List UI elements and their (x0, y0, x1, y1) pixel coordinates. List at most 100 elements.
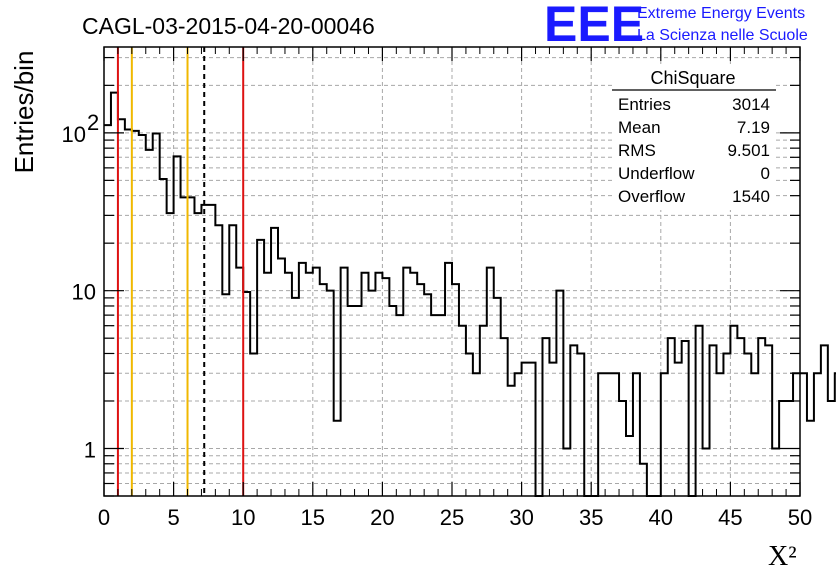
y-tick-label: 10 (62, 122, 86, 147)
reference-lines (116, 47, 245, 496)
histogram-bin (111, 93, 118, 496)
histogram-bin (542, 338, 549, 496)
stats-row-label: Entries (618, 95, 671, 114)
histogram-bin (549, 363, 556, 496)
histogram-bin (285, 273, 292, 496)
y-tick-label: 1 (84, 437, 96, 462)
histogram-bin (480, 326, 487, 496)
stats-row-label: Underflow (618, 164, 695, 183)
histogram-bin (348, 306, 355, 496)
histogram-bin (431, 315, 438, 496)
histogram-bin (194, 213, 201, 496)
histogram-bin (299, 263, 306, 496)
stats-row-value: 3014 (732, 95, 770, 114)
histogram-bin (696, 326, 703, 496)
stats-row-value: 1540 (732, 187, 770, 206)
histogram-bin (445, 263, 452, 496)
histogram-bin (466, 353, 473, 496)
x-tick-label: 5 (167, 505, 179, 530)
y-axis-label: Entries/bin (9, 51, 39, 174)
histogram-bin (215, 225, 222, 496)
stats-row-label: Mean (618, 118, 661, 137)
histogram-bin (737, 338, 744, 496)
histogram-bin (633, 373, 640, 496)
histogram-bin (661, 373, 668, 496)
histogram-outline (104, 91, 836, 497)
histogram-bin (619, 401, 626, 496)
histogram-bin (132, 131, 139, 496)
histogram-bin (723, 353, 730, 496)
x-tick-label: 10 (231, 505, 255, 530)
x-tick-label: 25 (440, 505, 464, 530)
histogram-bin (208, 205, 215, 496)
histogram-bin (417, 284, 424, 496)
histogram-bin (703, 448, 710, 496)
histogram-bin (751, 373, 758, 496)
histogram-bin (438, 315, 445, 496)
histogram-bin (271, 228, 278, 496)
histogram-bin (334, 421, 341, 496)
histogram-bin (146, 150, 153, 496)
plot-frame (103, 46, 801, 497)
y-tick-exponent: 2 (87, 110, 99, 135)
logo-mark: EEE (544, 0, 644, 52)
histogram-bin (577, 353, 584, 496)
histogram-bin (522, 363, 529, 496)
eee-logo: EEE Extreme Energy Events La Scienza nel… (544, 0, 808, 52)
histogram-bin (396, 315, 403, 496)
histogram-bin (264, 273, 271, 496)
stats-row-value: 0 (761, 164, 770, 183)
histogram-bin (362, 273, 369, 496)
histogram-bin (501, 338, 508, 496)
histogram-bin (403, 268, 410, 496)
histogram-bin (730, 326, 737, 496)
histogram-bin (424, 294, 431, 496)
x-tick-label: 40 (649, 505, 673, 530)
histogram-bin (139, 135, 146, 496)
histogram-bin (167, 213, 174, 496)
histogram-bin (229, 225, 236, 496)
x-tick-label: 15 (301, 505, 325, 530)
histogram-bin (758, 338, 765, 496)
histogram-bin (382, 278, 389, 496)
stats-row-label: Overflow (618, 187, 686, 206)
histogram-bin (529, 363, 536, 496)
histogram-bin (828, 401, 835, 496)
stats-box-background (612, 64, 776, 210)
histogram-bin (556, 291, 563, 496)
histogram-bin (675, 363, 682, 496)
x-axis-label: X² (768, 541, 797, 572)
histogram-bin (821, 345, 828, 496)
histogram-bin (793, 373, 800, 496)
histogram-bin (612, 373, 619, 496)
histogram-bin (410, 273, 417, 496)
histogram-bin (389, 306, 396, 496)
y-tick-label: 10 (72, 280, 96, 305)
histogram-bin (570, 345, 577, 496)
histogram-bin (772, 448, 779, 496)
histogram-bin (710, 345, 717, 496)
histogram-bin (375, 273, 382, 496)
histogram-bin (487, 268, 494, 496)
x-tick-label: 50 (788, 505, 812, 530)
stats-row-label: RMS (618, 141, 656, 160)
x-tick-label: 30 (509, 505, 533, 530)
x-tick-label: 35 (579, 505, 603, 530)
stats-row-value: 9.501 (727, 141, 770, 160)
histogram-bin (598, 373, 605, 496)
histogram-bin (118, 119, 125, 496)
histogram-bin (765, 345, 772, 496)
histogram-bin (243, 292, 250, 496)
x-tick-label: 45 (718, 505, 742, 530)
histogram-bin (327, 291, 334, 496)
histogram-bin (800, 373, 807, 496)
histogram-bin (682, 341, 689, 496)
stats-box: ChiSquare Entries 3014 Mean 7.19 RMS 9.501 Und… (612, 64, 776, 210)
histogram-bin (807, 421, 814, 496)
histogram-bin (605, 373, 612, 496)
x-tick-label: 20 (370, 505, 394, 530)
histogram-bin (341, 268, 348, 496)
histogram-bin (292, 298, 299, 496)
histogram-bin (313, 268, 320, 496)
histogram-bin (626, 436, 633, 496)
